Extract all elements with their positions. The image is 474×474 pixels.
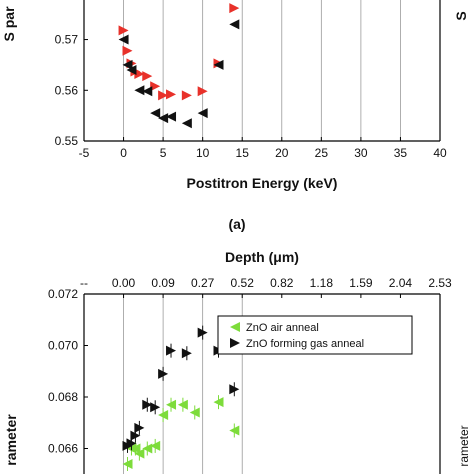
data-point	[158, 90, 169, 101]
top-tick-label: 0.27	[191, 276, 215, 290]
y-axis-label: S par	[1, 6, 17, 42]
legend-box	[217, 315, 413, 355]
y-tick-label: 0.57	[55, 33, 79, 47]
data-point	[150, 108, 161, 119]
data-point	[166, 345, 177, 356]
legend-entry: ZnO forming gas anneal	[246, 338, 364, 350]
legend-marker	[230, 322, 240, 332]
y-tick-label: 0.070	[48, 339, 78, 353]
top-tick-label: --	[80, 276, 88, 290]
top-tick-label: 2.53	[428, 276, 452, 290]
data-point	[150, 402, 161, 413]
data-point	[158, 410, 169, 421]
right-axis-label: S	[453, 11, 469, 20]
data-point	[158, 368, 169, 379]
data-point	[197, 86, 208, 97]
data-point	[213, 397, 224, 408]
x-tick-label: 10	[196, 146, 210, 160]
data-point	[229, 425, 240, 436]
data-point	[142, 443, 153, 454]
y-tick-label: 0.066	[48, 442, 78, 456]
data-point	[229, 19, 240, 30]
data-point	[134, 85, 145, 96]
x-tick-label: -5	[79, 146, 90, 160]
data-point	[229, 384, 240, 395]
y-tick-label: 0.072	[48, 287, 78, 301]
data-point	[134, 422, 145, 433]
y-tick-label: 0.068	[48, 390, 78, 404]
x-tick-label: 40	[433, 146, 447, 160]
data-point	[130, 430, 141, 441]
data-point	[197, 327, 208, 338]
data-point	[181, 90, 192, 101]
y-axis-label: rameter	[3, 414, 19, 466]
data-point	[126, 64, 137, 75]
data-point	[118, 34, 129, 45]
top-tick-label: 0.52	[231, 276, 255, 290]
top-tick-label: 0.82	[270, 276, 294, 290]
panel-label: (a)	[228, 216, 245, 232]
data-point	[189, 407, 200, 418]
data-point	[122, 59, 133, 70]
data-point	[122, 458, 133, 469]
data-point	[213, 59, 224, 70]
data-point	[150, 81, 161, 92]
data-point	[177, 399, 188, 410]
top-axis-label: Depth (μm)	[225, 249, 299, 265]
top-tick-label: 1.18	[310, 276, 334, 290]
data-point	[130, 443, 141, 454]
x-axis-label: Postitron Energy (keV)	[187, 175, 338, 191]
data-point	[142, 86, 153, 97]
x-tick-label: 15	[236, 146, 250, 160]
x-tick-label: 30	[354, 146, 368, 160]
data-point	[158, 113, 169, 124]
data-point	[181, 348, 192, 359]
data-point	[126, 438, 137, 449]
data-point	[122, 45, 133, 56]
top-tick-label: 2.04	[389, 276, 413, 290]
top-tick-label: 1.59	[349, 276, 373, 290]
data-point	[150, 440, 161, 451]
top-tick-label: 0.00	[112, 276, 136, 290]
top-tick-label: 0.09	[151, 276, 175, 290]
right-axis-label: rameter	[457, 425, 471, 466]
data-point	[166, 111, 177, 122]
data-point	[142, 71, 153, 82]
x-tick-label: 5	[160, 146, 167, 160]
x-tick-label: 0	[120, 146, 127, 160]
data-point	[118, 25, 129, 36]
data-point	[197, 108, 208, 119]
data-point	[229, 3, 240, 14]
data-point	[166, 89, 177, 100]
data-point	[134, 69, 145, 80]
x-tick-label: 20	[275, 146, 289, 160]
data-point	[181, 118, 192, 129]
data-point	[166, 399, 177, 410]
x-tick-label: 25	[315, 146, 329, 160]
legend-entry: ZnO air anneal	[246, 322, 319, 334]
data-point	[142, 399, 153, 410]
y-tick-label: 0.55	[55, 134, 79, 148]
y-tick-label: 0.56	[55, 83, 79, 97]
data-point	[134, 448, 145, 459]
legend-marker	[230, 338, 240, 348]
x-tick-label: 35	[394, 146, 408, 160]
